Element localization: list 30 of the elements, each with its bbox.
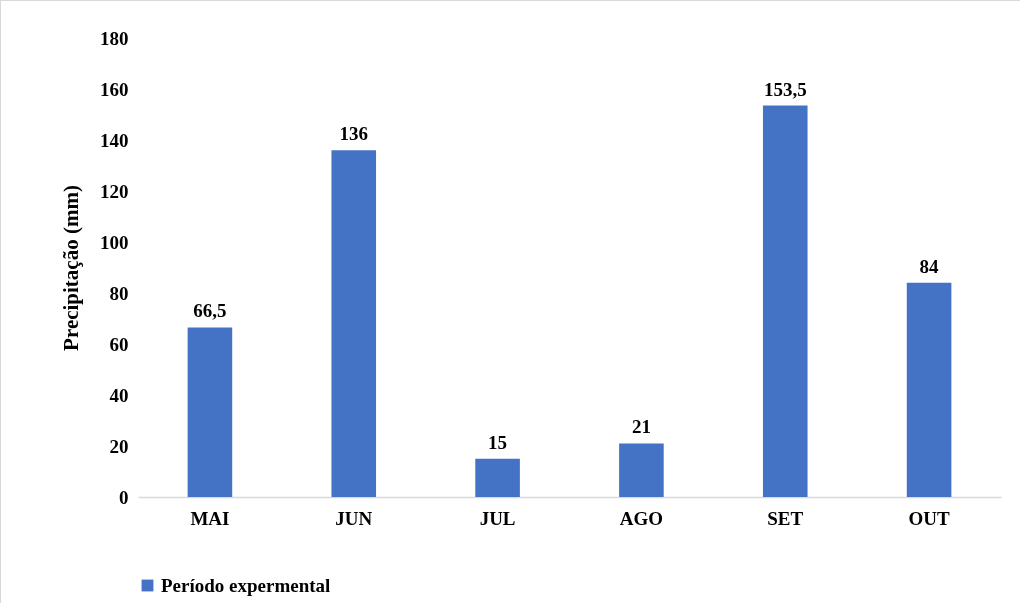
y-tick-label: 80: [109, 282, 129, 304]
y-tick-label: 40: [109, 384, 129, 406]
y-axis-title: Precipitação (mm): [59, 185, 83, 351]
legend-label: Período expermental: [161, 574, 331, 596]
y-tick-label: 180: [100, 27, 129, 49]
text: 66,5: [193, 300, 227, 322]
y-tick-label: 0: [119, 486, 129, 508]
y-tick-label: 160: [100, 78, 129, 100]
text: 84: [919, 255, 939, 277]
text: 21: [631, 416, 651, 438]
bar: [475, 458, 520, 497]
y-tick-label: 20: [109, 435, 129, 457]
x-tick-label: AGO: [619, 507, 664, 529]
bar: [619, 443, 664, 497]
bar: [331, 150, 377, 497]
text: 136: [339, 123, 368, 145]
x-tick-label: OUT: [908, 507, 950, 529]
x-tick-label: JUN: [335, 507, 373, 529]
x-tick-label: SET: [767, 507, 804, 529]
bar: [906, 282, 952, 497]
text: 153,5: [763, 78, 807, 100]
text: 15: [488, 431, 508, 453]
y-tick-label: 60: [109, 333, 129, 355]
bar: [187, 327, 233, 497]
x-tick-label: JUL: [479, 507, 516, 529]
bar: [762, 105, 808, 497]
x-tick-label: MAI: [190, 507, 230, 529]
y-tick-label: 120: [100, 180, 129, 202]
y-tick-label: 100: [100, 231, 129, 253]
y-tick-label: 140: [100, 129, 129, 151]
